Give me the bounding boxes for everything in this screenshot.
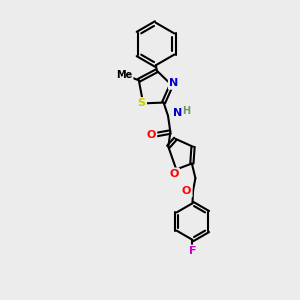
Text: O: O bbox=[169, 169, 178, 179]
Text: N: N bbox=[169, 78, 178, 88]
Text: F: F bbox=[189, 246, 196, 256]
Text: H: H bbox=[182, 106, 190, 116]
Text: O: O bbox=[147, 130, 156, 140]
Text: O: O bbox=[182, 186, 191, 196]
Text: S: S bbox=[138, 98, 146, 108]
Text: N: N bbox=[173, 109, 182, 118]
Text: Me: Me bbox=[116, 70, 132, 80]
